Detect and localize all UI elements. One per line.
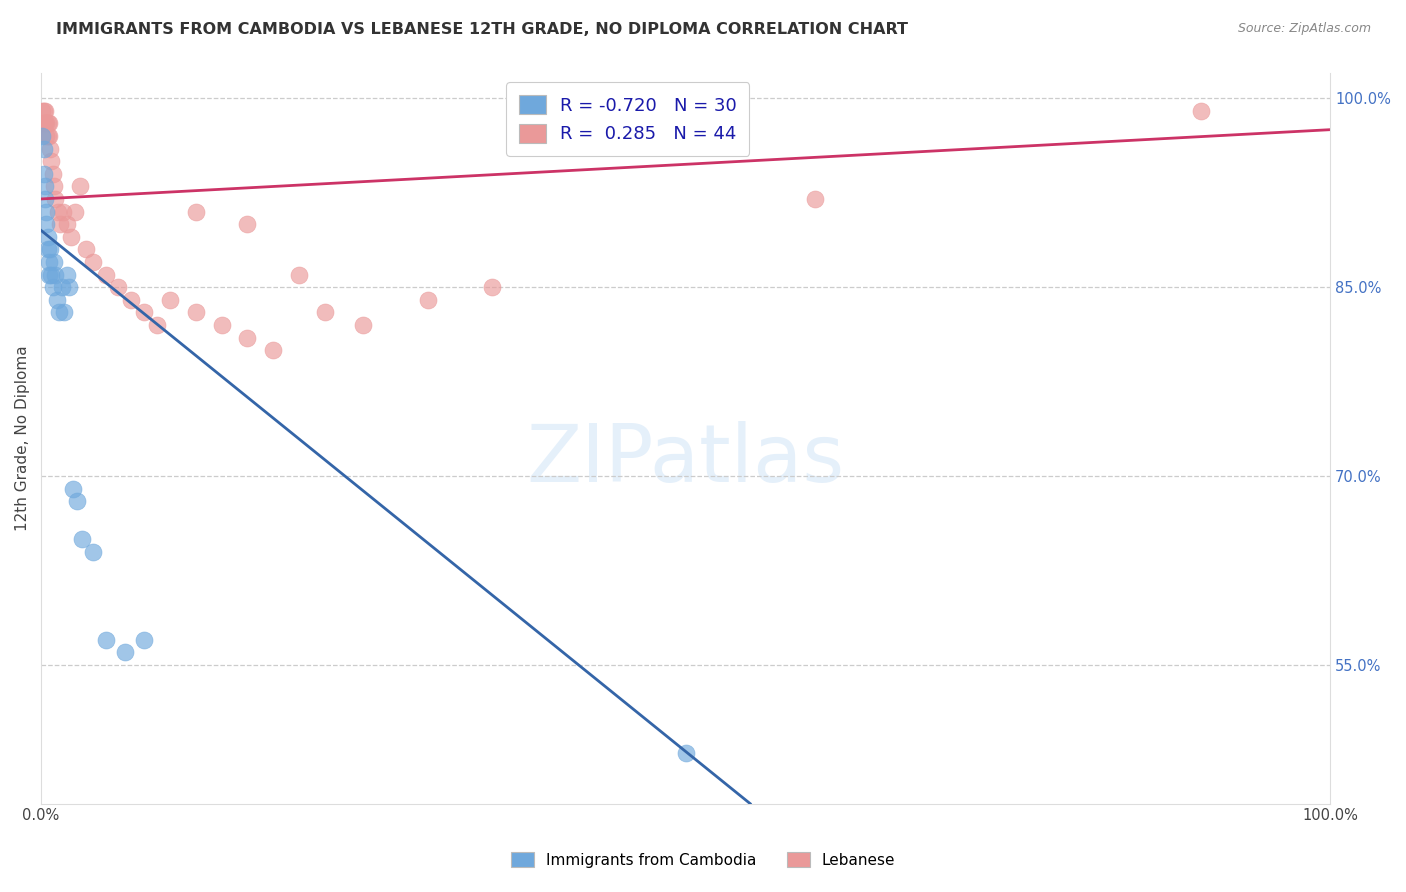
Point xyxy=(35,217,58,231)
Point xyxy=(52,204,75,219)
Point xyxy=(37,128,59,143)
Point xyxy=(34,192,56,206)
Text: Source: ZipAtlas.com: Source: ZipAtlas.com xyxy=(1237,22,1371,36)
Point xyxy=(352,318,374,332)
Point xyxy=(46,204,69,219)
Point xyxy=(58,280,80,294)
Point xyxy=(66,494,89,508)
Point xyxy=(41,268,63,282)
Text: ZIPatlas: ZIPatlas xyxy=(527,421,845,500)
Point xyxy=(39,243,62,257)
Point xyxy=(32,116,55,130)
Point xyxy=(35,128,58,143)
Point xyxy=(32,167,55,181)
Point xyxy=(56,268,79,282)
Point xyxy=(803,192,825,206)
Point xyxy=(34,103,56,118)
Point xyxy=(416,293,439,307)
Point xyxy=(37,116,59,130)
Point xyxy=(75,243,97,257)
Point xyxy=(288,268,311,282)
Point xyxy=(1189,103,1212,118)
Point xyxy=(211,318,233,332)
Point xyxy=(38,128,60,143)
Point xyxy=(35,116,58,130)
Point xyxy=(236,217,259,231)
Point xyxy=(184,204,207,219)
Point xyxy=(62,482,84,496)
Point xyxy=(42,179,65,194)
Point xyxy=(32,103,55,118)
Point xyxy=(94,632,117,647)
Point xyxy=(38,268,60,282)
Point xyxy=(35,204,58,219)
Point xyxy=(39,142,62,156)
Point xyxy=(481,280,503,294)
Point xyxy=(53,305,76,319)
Point xyxy=(37,229,59,244)
Point xyxy=(31,128,53,143)
Point xyxy=(49,217,72,231)
Point xyxy=(41,167,63,181)
Point xyxy=(120,293,142,307)
Point xyxy=(59,229,82,244)
Point xyxy=(675,746,697,760)
Point xyxy=(114,645,136,659)
Point xyxy=(41,154,63,169)
Point xyxy=(63,204,86,219)
Point xyxy=(34,116,56,130)
Point xyxy=(236,330,259,344)
Legend: Immigrants from Cambodia, Lebanese: Immigrants from Cambodia, Lebanese xyxy=(505,846,901,873)
Point xyxy=(72,532,94,546)
Legend: R = -0.720   N = 30, R =  0.285   N = 44: R = -0.720 N = 30, R = 0.285 N = 44 xyxy=(506,82,749,156)
Point xyxy=(82,544,104,558)
Point xyxy=(94,268,117,282)
Point xyxy=(56,217,79,231)
Point xyxy=(31,103,53,118)
Point xyxy=(184,305,207,319)
Point xyxy=(44,268,66,282)
Point xyxy=(48,305,70,319)
Point xyxy=(134,305,156,319)
Point xyxy=(51,280,73,294)
Point xyxy=(107,280,129,294)
Point xyxy=(159,293,181,307)
Point xyxy=(41,280,63,294)
Point xyxy=(69,179,91,194)
Text: IMMIGRANTS FROM CAMBODIA VS LEBANESE 12TH GRADE, NO DIPLOMA CORRELATION CHART: IMMIGRANTS FROM CAMBODIA VS LEBANESE 12T… xyxy=(56,22,908,37)
Point xyxy=(45,293,67,307)
Point xyxy=(44,192,66,206)
Point xyxy=(82,255,104,269)
Point xyxy=(38,116,60,130)
Point xyxy=(262,343,284,358)
Point xyxy=(32,142,55,156)
Point xyxy=(34,179,56,194)
Point xyxy=(146,318,169,332)
Point xyxy=(314,305,336,319)
Point xyxy=(37,243,59,257)
Point xyxy=(42,255,65,269)
Y-axis label: 12th Grade, No Diploma: 12th Grade, No Diploma xyxy=(15,345,30,531)
Point xyxy=(134,632,156,647)
Point xyxy=(38,255,60,269)
